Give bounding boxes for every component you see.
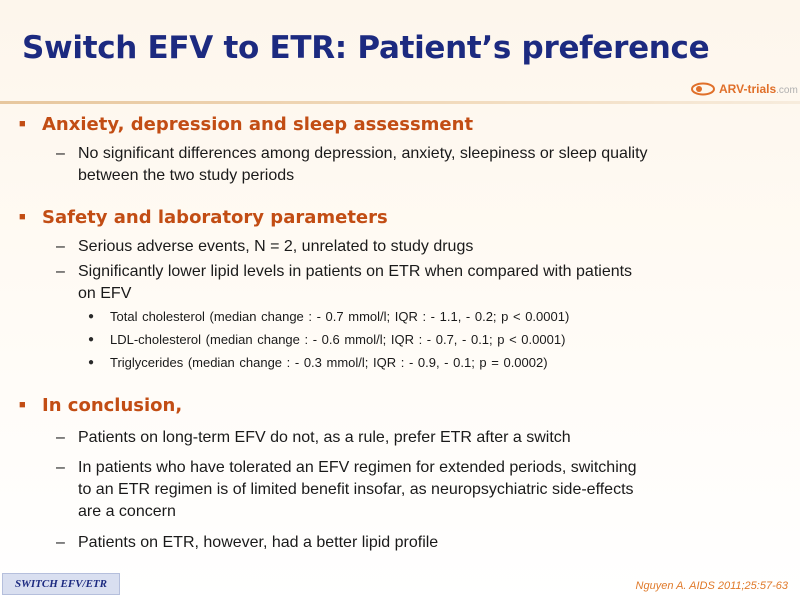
slide-title: Switch EFV to ETR: Patient’s preference [22,30,710,66]
title-divider [0,101,800,104]
item-text: Serious adverse events, N = 2, unrelated… [78,238,474,255]
square-bullet-icon: ■ [19,118,26,130]
dash-bullet: – [56,238,65,255]
item-text: Patients on long-term EFV do not, as a r… [78,429,571,446]
square-bullet-icon: ■ [19,211,26,223]
section-heading: In conclusion, [42,395,183,416]
dot-bullet: ● [88,311,95,322]
item-text: No significant differences among depress… [78,145,648,184]
item-text: In patients who have tolerated an EFV re… [78,459,637,520]
subitem-text: Triglycerides (median change : - 0.3 mmo… [110,355,548,370]
item-text: Patients on ETR, however, had a better l… [78,534,439,551]
arv-trials-logo-icon [691,82,715,96]
dash-bullet: – [56,429,65,446]
item-text: Significantly lower lipid levels in pati… [78,263,633,302]
dash-bullet: – [56,263,65,280]
slide-topic-tag: SWITCH EFV/ETR [2,573,120,595]
section-heading: Anxiety, depression and sleep assessment [42,114,474,135]
subitem-text: Total cholesterol (median change : - 0.7… [110,309,570,324]
dash-bullet: – [56,145,65,162]
logo-wordmark: ARV-trials.com [719,82,798,96]
dot-bullet: ● [88,357,95,368]
arv-trials-logo: ARV-trials.com [690,78,798,100]
dot-bullet: ● [88,334,95,345]
subitem-text: LDL-cholesterol (median change : - 0.6 m… [110,332,566,347]
square-bullet-icon: ■ [19,399,26,411]
dash-bullet: – [56,459,65,476]
citation: Nguyen A. AIDS 2011;25:57-63 [635,580,788,592]
dash-bullet: – [56,534,65,551]
section-heading: Safety and laboratory parameters [42,207,388,228]
